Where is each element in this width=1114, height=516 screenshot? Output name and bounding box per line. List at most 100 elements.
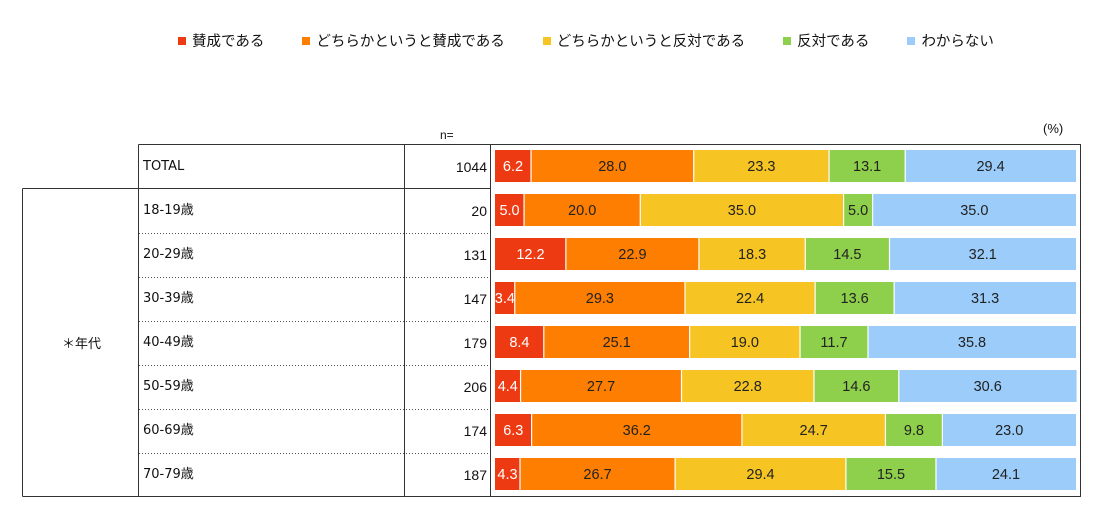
bar-value-label: 25.1 [603, 335, 631, 351]
n-column-header: n= [440, 128, 454, 142]
bar-segment [495, 414, 532, 446]
legend-item: 賛成である [178, 30, 264, 51]
bar-value-label: 35.8 [958, 335, 986, 351]
bar-value-label: 24.7 [800, 423, 828, 439]
bar-segment [845, 458, 936, 490]
bar-segment [495, 458, 520, 490]
bar-segment [524, 194, 641, 226]
legend-swatch [907, 36, 916, 45]
bar-value-label: 13.6 [841, 291, 869, 307]
bar-value-label: 4.4 [498, 379, 518, 395]
row-category-label: 40-49歳 [143, 335, 194, 350]
bar-segment [813, 370, 899, 402]
legend-swatch [542, 36, 551, 45]
bar-value-label: 12.2 [516, 247, 544, 263]
legend-label: どちらかというと反対である [556, 34, 746, 50]
bar-segment [698, 238, 806, 270]
legend-swatch [783, 36, 792, 45]
bar-value-label: 3.4 [495, 291, 515, 307]
bar-segment [805, 238, 890, 270]
bar-segment [905, 150, 1076, 182]
bar-segment [872, 194, 1076, 226]
bar-segment [898, 370, 1077, 402]
bar-value-label: 18.3 [738, 247, 766, 263]
bar-value-label: 31.3 [971, 291, 999, 307]
bar-value-label: 8.4 [509, 335, 529, 351]
bar-segment [693, 150, 830, 182]
row-n-value: 174 [463, 423, 487, 439]
legend-swatch [302, 36, 311, 45]
bar-segment [689, 326, 801, 358]
bar-value-label: 9.8 [904, 423, 924, 439]
chart-legend: 賛成である どちらかというと賛成である どちらかというと反対である 反対である わからな… [178, 30, 1032, 51]
bar-value-label: 30.6 [974, 379, 1002, 395]
bar-segment [495, 150, 532, 182]
bar-segment [741, 414, 886, 446]
bar-value-label: 36.2 [623, 423, 651, 439]
bar-value-label: 14.6 [842, 379, 870, 395]
row-category-label: 20-29歳 [143, 247, 194, 262]
row-category-label: 60-69歳 [143, 423, 194, 438]
legend-swatch [178, 36, 186, 45]
bar-value-label: 23.0 [995, 423, 1023, 439]
bar-segment [815, 282, 895, 314]
bar-segment [681, 370, 814, 402]
bar-value-label: 11.7 [820, 335, 847, 351]
row-n-value: 206 [463, 379, 487, 395]
bar-segment [843, 194, 873, 226]
group-label-age: ＊年代 [62, 337, 102, 352]
bar-value-label: 29.4 [746, 467, 774, 483]
bar-value-label: 15.5 [877, 467, 905, 483]
bar-segment [800, 326, 869, 358]
bar-value-label: 35.0 [960, 203, 988, 219]
bar-segment [495, 370, 521, 402]
bar-segment [495, 238, 566, 270]
bar-segment [543, 326, 690, 358]
bar-value-label: 29.4 [976, 159, 1004, 175]
legend-item: どちらかというと反対である [542, 30, 746, 51]
bar-value-label: 22.9 [618, 247, 646, 263]
bar-value-label: 20.0 [568, 203, 596, 219]
row-n-value: 131 [463, 247, 487, 263]
row-category-label: TOTAL [143, 159, 185, 174]
bar-segment [894, 282, 1076, 314]
row-category-label: 18-19歳 [143, 203, 194, 218]
row-category-label: 30-39歳 [143, 291, 194, 306]
row-n-value: 1044 [455, 159, 487, 175]
bar-segment [935, 458, 1076, 490]
legend-label: 反対である [797, 34, 870, 50]
bar-value-label: 22.4 [736, 291, 764, 307]
row-category-label: 50-59歳 [143, 379, 194, 394]
bar-value-label: 5.0 [848, 203, 868, 219]
bar-segment [565, 238, 699, 270]
bar-segment [885, 414, 943, 446]
row-n-value: 147 [463, 291, 487, 307]
legend-item: どちらかというと賛成である [302, 30, 505, 51]
bar-segment [519, 458, 676, 490]
bar-segment [889, 238, 1076, 270]
bar-value-label: 26.7 [583, 467, 611, 483]
chart-frame [490, 144, 1081, 497]
bar-value-label: 22.8 [734, 379, 762, 395]
bar-value-label: 14.5 [833, 247, 861, 263]
bar-segment [531, 150, 694, 182]
row-n-value: 20 [471, 203, 487, 219]
bar-segment [495, 282, 515, 314]
bar-value-label: 6.2 [503, 159, 523, 175]
bar-segment [942, 414, 1076, 446]
bar-value-label: 29.3 [586, 291, 614, 307]
legend-item: わからない [907, 30, 994, 51]
bar-value-label: 4.3 [497, 467, 517, 483]
bar-value-label: 23.3 [747, 159, 775, 175]
bar-segment [684, 282, 816, 314]
bar-segment [675, 458, 846, 490]
bar-segment [829, 150, 906, 182]
bar-segment [868, 326, 1076, 358]
bar-segment [495, 194, 525, 226]
bar-value-label: 35.0 [728, 203, 756, 219]
legend-item: 反対である [783, 30, 869, 51]
bar-value-label: 24.1 [992, 467, 1020, 483]
bar-segment [531, 414, 742, 446]
bar-segment [640, 194, 844, 226]
